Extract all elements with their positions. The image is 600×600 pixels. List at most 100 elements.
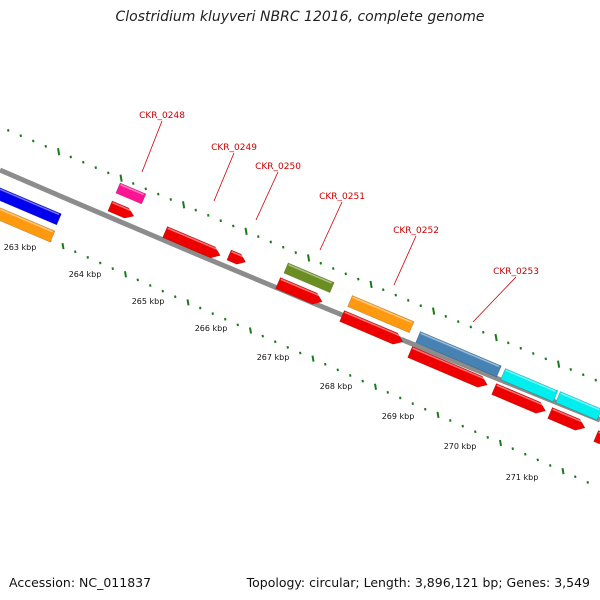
inner-tick bbox=[511, 447, 514, 451]
outer-tick bbox=[219, 219, 222, 223]
gene-feature[interactable] bbox=[415, 331, 502, 378]
gene-feature[interactable] bbox=[0, 204, 56, 243]
callout-line bbox=[319, 201, 343, 251]
gene-feature[interactable] bbox=[500, 368, 559, 403]
gene-label: CKR_0248 bbox=[139, 111, 185, 121]
inner-tick-ring bbox=[0, 214, 589, 484]
gene-feature[interactable] bbox=[407, 346, 490, 390]
outer-tick bbox=[44, 144, 47, 148]
inner-tick bbox=[136, 278, 139, 282]
inner-tick bbox=[149, 284, 152, 287]
gene-feature[interactable] bbox=[107, 200, 136, 221]
gene-feature[interactable] bbox=[347, 295, 415, 334]
gene-feature[interactable] bbox=[0, 184, 62, 226]
gene-feature[interactable] bbox=[491, 383, 548, 416]
callout-line bbox=[393, 235, 417, 286]
gene-feature[interactable] bbox=[162, 226, 223, 261]
gene-label: CKR_0250 bbox=[255, 162, 301, 172]
inner-tick bbox=[74, 250, 77, 254]
inner-tick bbox=[374, 383, 377, 390]
inner-tick bbox=[174, 295, 177, 299]
inner-tick bbox=[61, 242, 65, 250]
scale-label: 271 kbp bbox=[506, 473, 539, 482]
map-title: Clostridium kluyveri NBRC 12016, complet… bbox=[115, 9, 485, 25]
outer-tick bbox=[169, 198, 172, 201]
outer-tick bbox=[369, 280, 373, 289]
gene-feature[interactable] bbox=[226, 249, 248, 267]
scale-label: 265 kbp bbox=[132, 297, 165, 306]
outer-tick bbox=[319, 261, 322, 265]
outer-tick bbox=[432, 307, 436, 315]
inner-tick bbox=[386, 390, 389, 394]
inner-tick bbox=[449, 419, 452, 422]
scale-label: 268 kbp bbox=[320, 382, 353, 391]
gene-feature[interactable] bbox=[115, 182, 147, 205]
callout-line bbox=[141, 120, 163, 173]
callout-line bbox=[213, 152, 235, 202]
outer-tick bbox=[132, 182, 135, 185]
inner-tick bbox=[474, 430, 477, 434]
inner-tick bbox=[524, 452, 527, 456]
gene-feature[interactable] bbox=[283, 262, 335, 294]
inner-tick bbox=[336, 368, 339, 372]
inner-tick bbox=[411, 402, 414, 406]
outer-tick bbox=[382, 288, 385, 292]
gene-feature[interactable] bbox=[547, 407, 588, 433]
outer-tick bbox=[19, 134, 22, 138]
inner-tick bbox=[199, 306, 202, 310]
outer-tick bbox=[519, 346, 522, 350]
scale-label: 263 kbp bbox=[4, 243, 37, 252]
gene-feature[interactable] bbox=[593, 430, 600, 445]
inner-tick bbox=[261, 334, 264, 338]
outer-tick bbox=[119, 174, 123, 182]
gene-feature[interactable] bbox=[555, 391, 600, 421]
outer-tick bbox=[307, 254, 311, 262]
gene-label: CKR_0251 bbox=[319, 192, 365, 202]
outer-tick bbox=[257, 235, 260, 239]
outer-tick bbox=[32, 139, 35, 143]
gene-feature[interactable] bbox=[339, 310, 405, 347]
gene-label: CKR_0249 bbox=[211, 143, 257, 153]
outer-tick bbox=[244, 227, 248, 236]
scale-labels: 263 kbp 264 kbp 265 kbp 266 kbp 267 kbp 268 k… bbox=[4, 243, 539, 482]
outer-tick bbox=[544, 357, 547, 361]
inner-tick bbox=[461, 424, 464, 428]
inner-tick bbox=[224, 317, 227, 321]
gene-label: CKR_0252 bbox=[393, 226, 439, 236]
outer-tick bbox=[582, 373, 585, 377]
gene-feature[interactable] bbox=[275, 277, 325, 307]
inner-tick bbox=[586, 480, 589, 484]
inner-tick bbox=[486, 435, 489, 439]
inner-tick bbox=[124, 271, 127, 278]
outer-tick bbox=[182, 201, 186, 209]
inner-tick bbox=[99, 261, 102, 265]
inner-tick bbox=[111, 267, 114, 271]
inner-tick bbox=[274, 340, 277, 344]
gene-features bbox=[0, 182, 600, 445]
outer-tick bbox=[269, 240, 272, 244]
outer-tick bbox=[594, 378, 597, 382]
outer-tick bbox=[357, 277, 360, 281]
scale-label: 269 kbp bbox=[382, 412, 415, 421]
outer-tick bbox=[294, 251, 297, 254]
callout-line bbox=[472, 276, 517, 323]
outer-tick bbox=[144, 187, 147, 191]
inner-tick bbox=[436, 411, 440, 419]
outer-tick bbox=[7, 128, 10, 132]
inner-tick bbox=[211, 312, 214, 316]
inner-tick bbox=[561, 467, 565, 475]
outer-tick bbox=[494, 333, 498, 342]
inner-tick bbox=[286, 345, 289, 349]
outer-tick bbox=[457, 320, 460, 324]
gene-callouts: CKR_0248 CKR_0249 CKR_0250 CKR_0251 CKR_0252… bbox=[139, 111, 539, 323]
inner-tick bbox=[349, 374, 352, 377]
outer-tick bbox=[569, 368, 572, 371]
gene-label: CKR_0253 bbox=[493, 267, 539, 277]
outer-tick bbox=[469, 325, 472, 329]
inner-tick bbox=[424, 407, 427, 411]
inner-tick bbox=[186, 299, 190, 306]
accession-text: Accession: NC_011837 bbox=[9, 575, 152, 590]
outer-tick bbox=[57, 147, 61, 156]
inner-tick bbox=[236, 323, 239, 327]
